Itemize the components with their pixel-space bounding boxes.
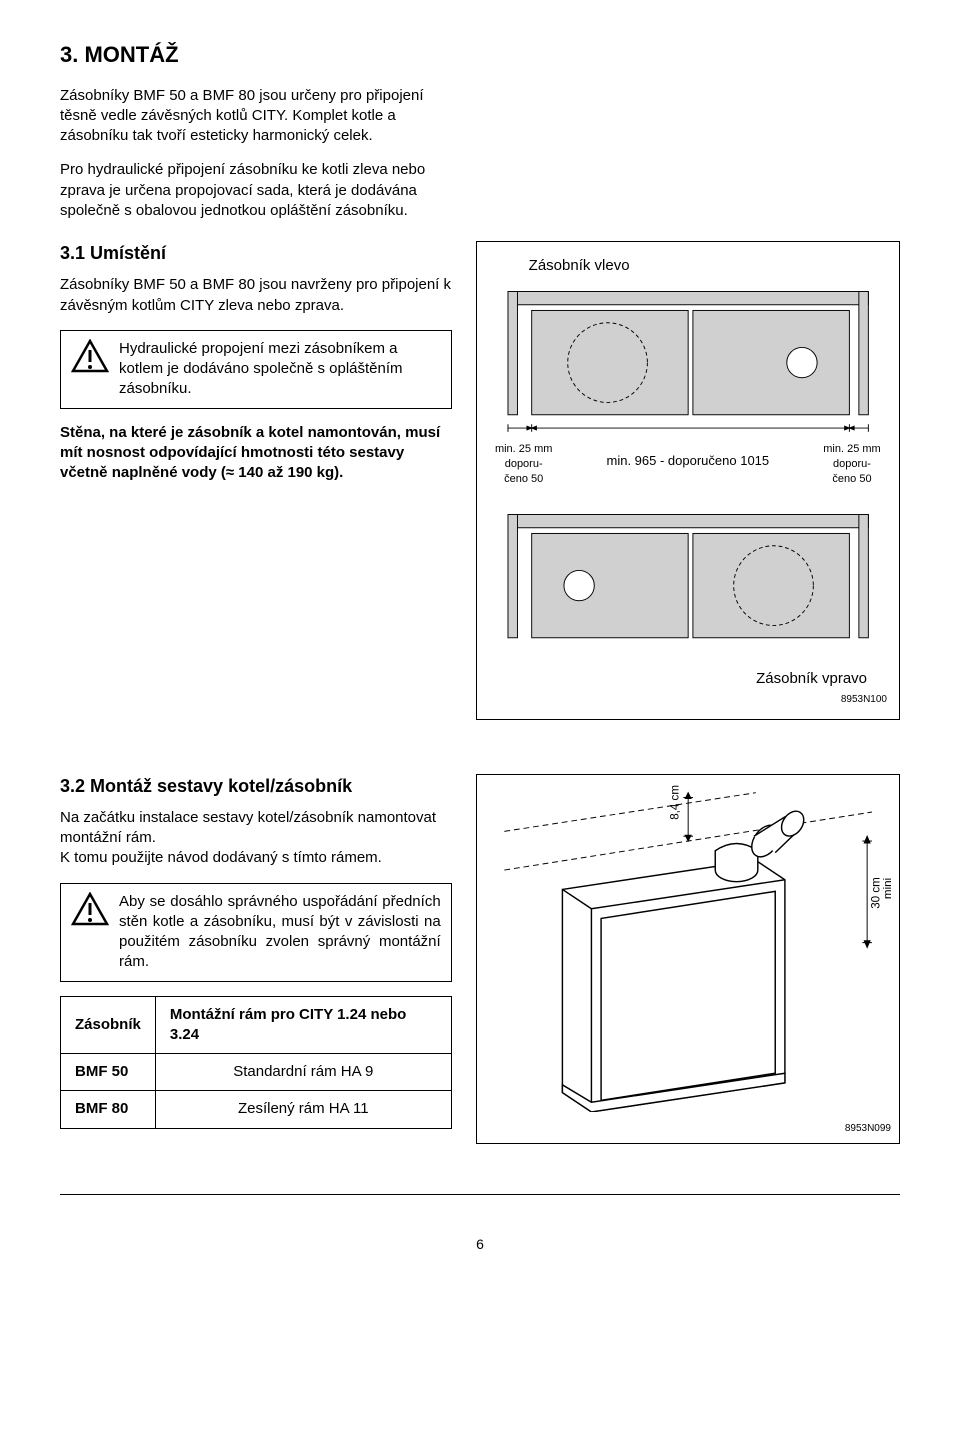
warning-box-31: Hydraulické propojení mezi zásobníkem a … <box>60 330 452 409</box>
fig-code-31: 8953N100 <box>489 693 887 707</box>
page-number: 6 <box>60 1235 900 1254</box>
intro-p2: Pro hydraulické připojení zásobníku ke k… <box>60 160 463 221</box>
dim-doporu-right: doporu- čeno 50 <box>817 457 887 487</box>
table-row: BMF 80 Zesílený rám HA 11 <box>61 1091 452 1128</box>
th-zasobnik: Zásobník <box>61 996 156 1054</box>
diagram-label-bottom: Zásobník vpravo <box>489 669 887 689</box>
fig-code-32: 8953N099 <box>485 1122 891 1136</box>
td-bmf50: BMF 50 <box>61 1054 156 1091</box>
intro-p1: Zásobníky BMF 50 a BMF 80 jsou určeny pr… <box>60 86 463 147</box>
th-ram: Montážní rám pro CITY 1.24 nebo 3.24 <box>155 996 451 1054</box>
diagram-31: Zásobník vlevo <box>476 241 900 720</box>
dim-8-4: 8,4 cm <box>668 785 681 820</box>
frame-table: Zásobník Montážní rám pro CITY 1.24 nebo… <box>60 996 452 1129</box>
td-bmf80: BMF 80 <box>61 1091 156 1128</box>
diagram-top-svg <box>489 282 887 434</box>
td-ram50: Standardní rám HA 9 <box>155 1054 451 1091</box>
warning-text-32: Aby se dosáhlo správného uspořádání před… <box>119 892 441 973</box>
section-3-intro: Zásobníky BMF 50 a BMF 80 jsou určeny pr… <box>60 86 463 222</box>
section-3-title: 3. MONTÁŽ <box>60 40 900 70</box>
diagram-32: 8,4 cm <box>476 774 900 1145</box>
warning-icon <box>71 892 109 932</box>
diagram-label-top: Zásobník vlevo <box>529 256 887 276</box>
warning-icon <box>71 339 109 379</box>
dim-min-right: min. 25 mm <box>817 442 887 457</box>
section-31-bold: Stěna, na které je zásobník a kotel namo… <box>60 423 452 484</box>
diagram-32-svg: 8,4 cm <box>485 783 891 1112</box>
table-header-row: Zásobník Montážní rám pro CITY 1.24 nebo… <box>61 996 452 1054</box>
diagram-bottom-svg <box>489 505 887 657</box>
section-31-title: 3.1 Umístění <box>60 241 452 265</box>
dim-min-left: min. 25 mm <box>489 442 559 457</box>
warning-box-32: Aby se dosáhlo správného uspořádání před… <box>60 883 452 982</box>
dimension-row: min. 25 mm doporu- čeno 50 min. 965 - do… <box>489 442 887 487</box>
warning-text-31: Hydraulické propojení mezi zásobníkem a … <box>119 339 441 400</box>
section-32-p2: K tomu použijte návod dodávaný s tímto r… <box>60 848 452 868</box>
section-32-p1: Na začátku instalace sestavy kotel/zásob… <box>60 808 452 849</box>
section-31-p1: Zásobníky BMF 50 a BMF 80 jsou navrženy … <box>60 275 452 316</box>
dim-center: min. 965 - doporučeno 1015 <box>559 442 817 470</box>
section-32-title: 3.2 Montáž sestavy kotel/zásobník <box>60 774 452 798</box>
td-ram80: Zesílený rám HA 11 <box>155 1091 451 1128</box>
dim-doporu-left: doporu- čeno 50 <box>489 457 559 487</box>
table-row: BMF 50 Standardní rám HA 9 <box>61 1054 452 1091</box>
dim-30-b: mini <box>881 878 891 899</box>
